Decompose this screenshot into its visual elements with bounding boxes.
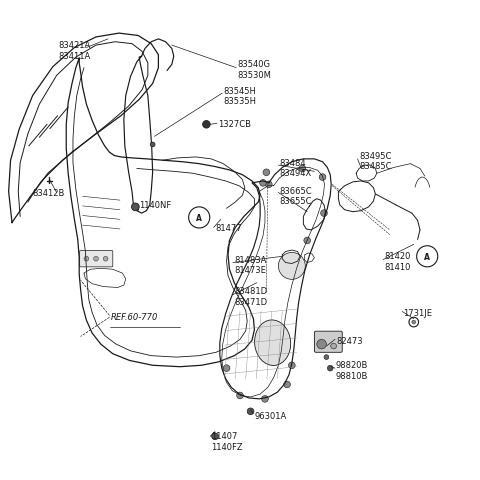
Text: 83495C
83485C: 83495C 83485C bbox=[359, 151, 392, 171]
Text: 83484
83494X: 83484 83494X bbox=[279, 158, 312, 178]
Circle shape bbox=[327, 365, 333, 371]
Circle shape bbox=[260, 180, 266, 187]
Circle shape bbox=[103, 257, 108, 262]
Circle shape bbox=[412, 321, 416, 324]
Circle shape bbox=[150, 143, 155, 147]
Text: 1327CB: 1327CB bbox=[218, 120, 252, 129]
Circle shape bbox=[299, 166, 306, 172]
Circle shape bbox=[203, 121, 210, 129]
Circle shape bbox=[324, 355, 329, 360]
Circle shape bbox=[304, 238, 311, 244]
Text: 83665C
83655C: 83665C 83655C bbox=[279, 186, 312, 205]
Circle shape bbox=[223, 365, 230, 372]
FancyBboxPatch shape bbox=[314, 332, 342, 353]
Circle shape bbox=[237, 392, 243, 399]
Text: 1140NF: 1140NF bbox=[139, 201, 171, 210]
Text: 82473: 82473 bbox=[336, 336, 362, 345]
Text: REF.60-770: REF.60-770 bbox=[110, 312, 158, 321]
Text: 83481D
83471D: 83481D 83471D bbox=[234, 287, 267, 306]
Circle shape bbox=[284, 381, 290, 388]
Text: 11407
1140FZ: 11407 1140FZ bbox=[211, 432, 243, 451]
Text: 81420
81410: 81420 81410 bbox=[384, 252, 410, 271]
Circle shape bbox=[94, 257, 98, 262]
Circle shape bbox=[132, 204, 139, 211]
Text: 96301A: 96301A bbox=[254, 411, 287, 420]
Circle shape bbox=[321, 210, 327, 217]
Text: 1731JE: 1731JE bbox=[403, 308, 432, 317]
FancyBboxPatch shape bbox=[80, 251, 113, 267]
Text: 83540G
83530M: 83540G 83530M bbox=[238, 60, 272, 80]
Text: 81477: 81477 bbox=[215, 224, 241, 233]
Circle shape bbox=[278, 253, 305, 280]
Text: 83421A
83411A: 83421A 83411A bbox=[58, 41, 91, 60]
Circle shape bbox=[212, 433, 218, 440]
Circle shape bbox=[84, 257, 89, 262]
Text: 98820B
98810B: 98820B 98810B bbox=[336, 360, 368, 380]
Circle shape bbox=[247, 408, 254, 415]
Text: A: A bbox=[196, 214, 202, 222]
Text: 81483A
81473E: 81483A 81473E bbox=[234, 255, 266, 275]
Ellipse shape bbox=[254, 320, 291, 366]
Circle shape bbox=[331, 344, 336, 349]
Circle shape bbox=[317, 340, 326, 349]
Circle shape bbox=[319, 174, 326, 181]
Text: 83545H
83535H: 83545H 83535H bbox=[223, 86, 256, 106]
Text: 83412B: 83412B bbox=[33, 189, 65, 198]
Circle shape bbox=[265, 181, 272, 188]
Text: A: A bbox=[424, 252, 430, 261]
Circle shape bbox=[262, 396, 268, 402]
Circle shape bbox=[288, 362, 295, 369]
Circle shape bbox=[263, 169, 270, 176]
